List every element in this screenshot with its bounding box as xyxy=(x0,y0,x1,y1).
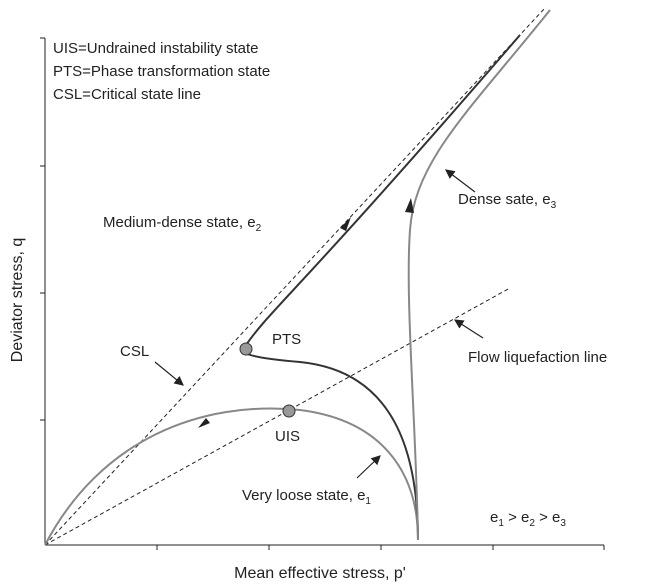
label: Medium-dense state, e2 xyxy=(103,214,262,234)
text-part: Very loose state, e xyxy=(242,487,365,504)
label: UIS xyxy=(275,428,300,445)
text-part: e xyxy=(490,509,498,526)
pts-point xyxy=(239,342,253,356)
pointer-arrows xyxy=(154,169,484,479)
text-part: 1 xyxy=(498,518,504,529)
direction-arrow xyxy=(198,418,210,428)
y-axis-label: Deviator stress, q xyxy=(9,238,26,362)
legend-entry: PTS=Phase transformation state xyxy=(53,63,270,80)
legend-entry: UIS=Undrained instability state xyxy=(53,40,259,57)
text-part: Dense sate, e xyxy=(458,191,551,208)
text-part: 3 xyxy=(560,518,566,529)
text-part: 1 xyxy=(365,496,371,507)
relation: e1 > e2 > e3 xyxy=(490,509,566,530)
x-axis-label: Mean effective stress, p' xyxy=(234,565,406,582)
csl-line xyxy=(44,7,546,546)
label: PTS xyxy=(272,331,301,348)
label: Dense sate, e3 xyxy=(458,191,557,211)
flow-liquefaction-line xyxy=(44,287,511,546)
legend-entry: CSL=Critical state line xyxy=(53,86,201,103)
text-part: > e xyxy=(508,509,529,526)
text-part: 2 xyxy=(529,518,535,529)
text-part: Medium-dense state, e xyxy=(103,214,256,231)
text-part: 2 xyxy=(256,223,262,234)
direction-arrow xyxy=(405,198,414,213)
label: Flow liquefaction line xyxy=(468,349,607,366)
text-part: > e xyxy=(539,509,560,526)
label: Very loose state, e1 xyxy=(242,487,371,507)
direction-arrow xyxy=(340,217,351,231)
very-loose-curve xyxy=(44,407,419,546)
text-part: 3 xyxy=(551,200,557,211)
axes xyxy=(40,37,605,550)
uis-point xyxy=(282,404,296,418)
label: CSL xyxy=(120,343,149,360)
dense-curve xyxy=(407,9,551,541)
